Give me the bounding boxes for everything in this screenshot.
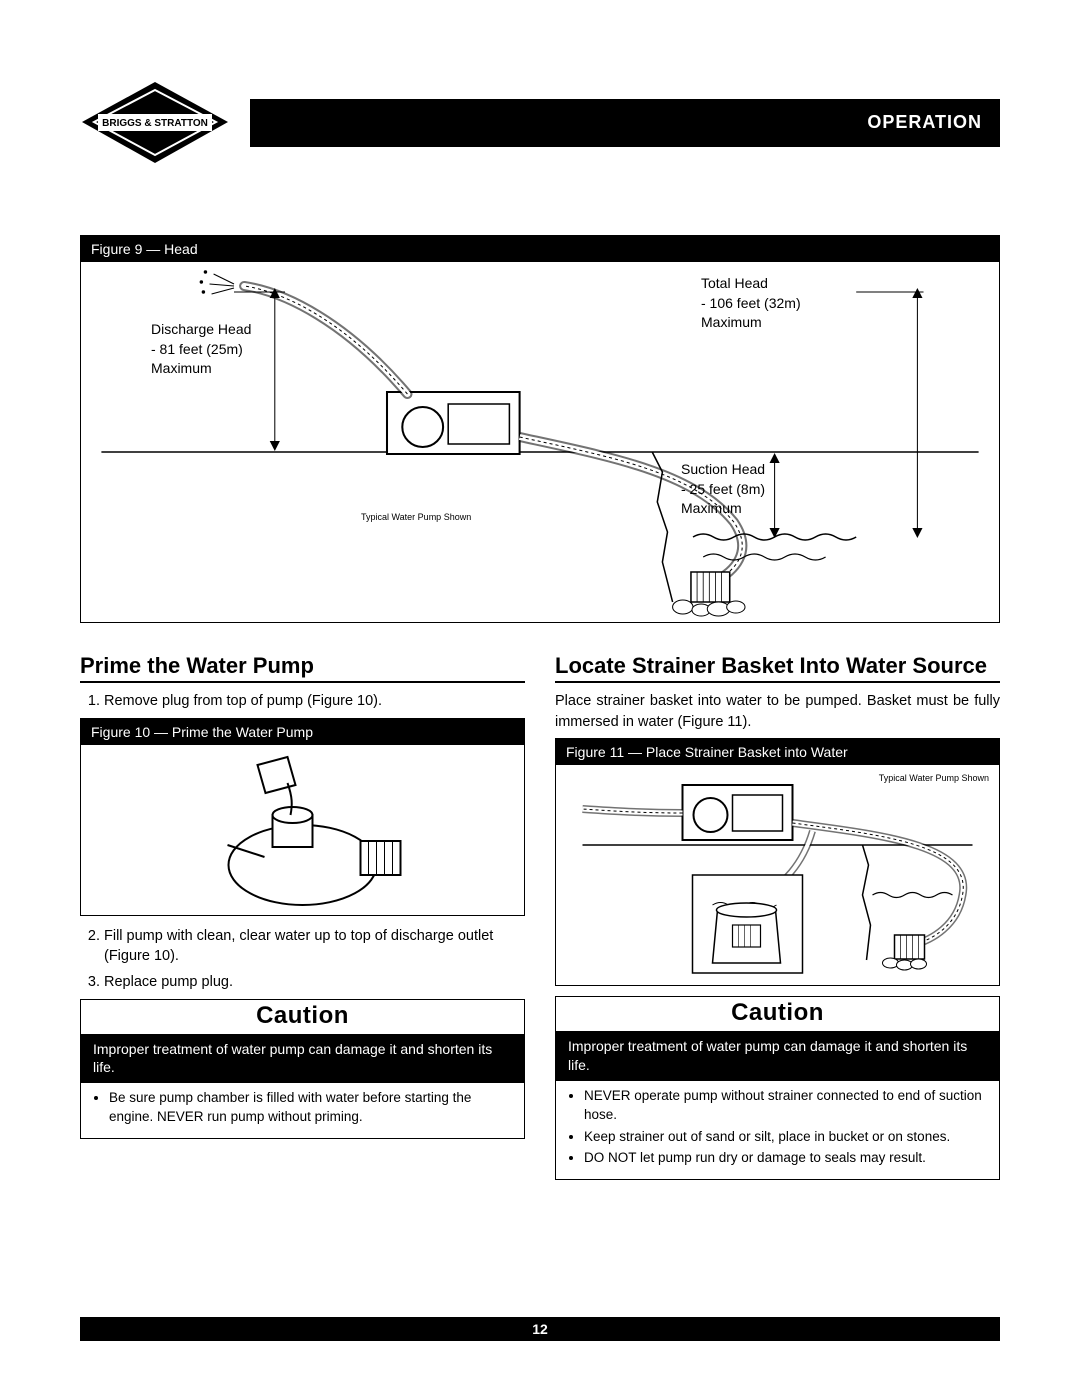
section-title: OPERATION	[867, 112, 982, 133]
left-step-3: Replace pump plug.	[104, 972, 525, 992]
left-column: Prime the Water Pump Remove plug from to…	[80, 653, 525, 1180]
left-caution-sub: Improper treatment of water pump can dam…	[81, 1034, 524, 1084]
figure-10-caption: Figure 10 — Prime the Water Pump	[81, 719, 524, 745]
left-steps: Remove plug from top of pump (Figure 10)…	[80, 691, 525, 711]
fig9-total-head: Total Head - 106 feet (32m) Maximum	[701, 274, 801, 333]
page-header: BRIGGS & STRATTON ® OPERATION	[80, 80, 1000, 165]
right-caution-header: Caution	[556, 997, 999, 1031]
fig9-pump-note: Typical Water Pump Shown	[361, 512, 471, 522]
left-step-2: Fill pump with clean, clear water up to …	[104, 926, 525, 967]
right-caution-bullets: NEVER operate pump without strainer conn…	[556, 1081, 999, 1180]
left-caution-bullets: Be sure pump chamber is filled with wate…	[81, 1083, 524, 1138]
fig9-suction-head: Suction Head - 25 feet (8m) Maximum	[681, 460, 765, 519]
section-bar: OPERATION	[250, 99, 1000, 147]
registered-mark: ®	[251, 131, 260, 145]
right-bullet-1: NEVER operate pump without strainer conn…	[584, 1087, 987, 1125]
right-heading: Locate Strainer Basket Into Water Source	[555, 653, 1000, 683]
right-bullet-2: Keep strainer out of sand or silt, place…	[584, 1128, 987, 1147]
figure-9-caption: Figure 9 — Head	[81, 236, 999, 262]
right-caution-sub: Improper treatment of water pump can dam…	[556, 1031, 999, 1081]
left-heading: Prime the Water Pump	[80, 653, 525, 683]
brand-logo: BRIGGS & STRATTON ®	[80, 80, 250, 165]
left-caution-header: Caution	[81, 1000, 524, 1034]
left-caution: Caution Improper treatment of water pump…	[80, 999, 525, 1140]
figure-10: Figure 10 — Prime the Water Pump	[80, 718, 525, 916]
figure-9: Figure 9 — Head	[80, 235, 1000, 623]
right-caution: Caution Improper treatment of water pump…	[555, 996, 1000, 1180]
fig9-discharge-head: Discharge Head - 81 feet (25m) Maximum	[151, 320, 251, 379]
right-intro: Place strainer basket into water to be p…	[555, 691, 1000, 732]
left-steps-2: Fill pump with clean, clear water up to …	[80, 926, 525, 993]
right-bullet-3: DO NOT let pump run dry or damage to sea…	[584, 1149, 987, 1168]
figure-11-caption: Figure 11 — Place Strainer Basket into W…	[556, 739, 999, 765]
right-column: Locate Strainer Basket Into Water Source…	[555, 653, 1000, 1180]
left-step-1: Remove plug from top of pump (Figure 10)…	[104, 691, 525, 711]
left-bullet-1: Be sure pump chamber is filled with wate…	[109, 1089, 512, 1127]
svg-text:BRIGGS & STRATTON: BRIGGS & STRATTON	[102, 118, 208, 129]
page-number-bar: 12	[80, 1317, 1000, 1341]
page-number: 12	[532, 1321, 548, 1337]
figure-11: Figure 11 — Place Strainer Basket into W…	[555, 738, 1000, 986]
